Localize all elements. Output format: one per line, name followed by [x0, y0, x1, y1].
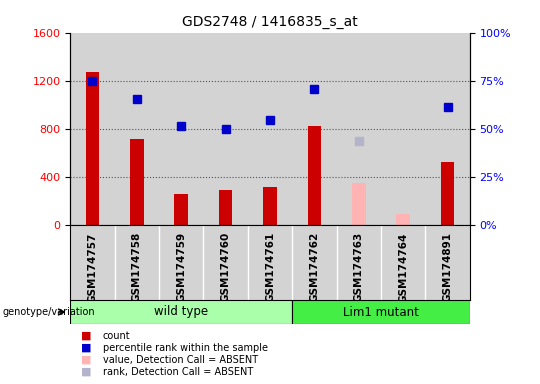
Text: ■: ■	[81, 343, 91, 353]
Title: GDS2748 / 1416835_s_at: GDS2748 / 1416835_s_at	[182, 15, 358, 29]
Text: GSM174761: GSM174761	[265, 232, 275, 302]
Bar	[396, 214, 410, 225]
Text: genotype/variation: genotype/variation	[3, 307, 96, 317]
Text: GSM174763: GSM174763	[354, 232, 364, 302]
Bar	[159, 33, 204, 225]
Bar	[130, 139, 144, 225]
Text: GSM174758: GSM174758	[132, 232, 142, 302]
Bar	[308, 126, 321, 225]
Text: GSM174891: GSM174891	[443, 232, 453, 302]
Bar	[264, 187, 276, 225]
Bar	[86, 72, 99, 225]
Bar	[426, 33, 470, 225]
Text: count: count	[103, 331, 130, 341]
Bar	[204, 33, 248, 225]
Bar	[292, 300, 470, 324]
Bar	[336, 33, 381, 225]
Text: ■: ■	[81, 355, 91, 365]
Bar	[381, 33, 426, 225]
Text: wild type: wild type	[154, 306, 208, 318]
Text: Lim1 mutant: Lim1 mutant	[343, 306, 419, 318]
Text: ■: ■	[81, 367, 91, 377]
Bar	[441, 162, 454, 225]
Text: value, Detection Call = ABSENT: value, Detection Call = ABSENT	[103, 355, 258, 365]
Text: percentile rank within the sample: percentile rank within the sample	[103, 343, 268, 353]
Text: GSM174760: GSM174760	[221, 232, 231, 302]
Text: GSM174762: GSM174762	[309, 232, 319, 302]
Bar	[292, 33, 336, 225]
Bar	[70, 300, 292, 324]
Bar	[248, 33, 292, 225]
Bar	[219, 190, 232, 225]
Text: ■: ■	[81, 331, 91, 341]
Bar	[114, 33, 159, 225]
Text: GSM174764: GSM174764	[398, 232, 408, 303]
Text: GSM174759: GSM174759	[176, 232, 186, 302]
Text: GSM174757: GSM174757	[87, 232, 97, 303]
Bar	[352, 183, 366, 225]
Bar	[70, 33, 114, 225]
Bar	[174, 194, 188, 225]
Text: rank, Detection Call = ABSENT: rank, Detection Call = ABSENT	[103, 367, 253, 377]
